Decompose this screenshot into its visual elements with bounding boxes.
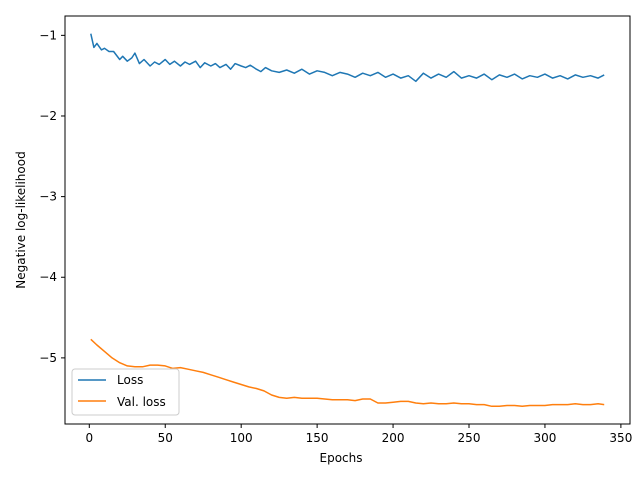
y-tick-label-2: −3 <box>39 190 57 204</box>
series-layer <box>90 33 605 408</box>
series-line-1 <box>90 338 605 408</box>
x-tick-label-5: 250 <box>458 431 481 445</box>
y-axis-label: Negative log-likelihood <box>14 151 28 288</box>
y-axis: −1 −2 −3 −4 −5 <box>39 28 65 365</box>
x-axis: 0 50 100 150 200 250 300 350 <box>85 424 632 445</box>
legend-label-val-loss: Val. loss <box>117 395 166 409</box>
legend: Loss Val. loss <box>71 368 180 416</box>
plot-frame <box>64 15 631 425</box>
y-tick-label-4: −5 <box>39 351 57 365</box>
x-tick-label-2: 100 <box>230 431 253 445</box>
y-tick-label-0: −1 <box>39 28 57 42</box>
y-tick-label-3: −4 <box>39 270 57 284</box>
x-tick-label-3: 150 <box>306 431 329 445</box>
series-line-0 <box>90 33 605 83</box>
y-tick-label-1: −2 <box>39 109 57 123</box>
x-tick-label-4: 200 <box>382 431 405 445</box>
plot-area <box>65 16 630 424</box>
legend-label-loss: Loss <box>117 373 143 387</box>
x-axis-label: Epochs <box>320 451 363 465</box>
x-tick-label-7: 350 <box>609 431 632 445</box>
x-tick-label-1: 50 <box>158 431 173 445</box>
x-tick-label-0: 0 <box>85 431 93 445</box>
x-tick-label-6: 300 <box>533 431 556 445</box>
